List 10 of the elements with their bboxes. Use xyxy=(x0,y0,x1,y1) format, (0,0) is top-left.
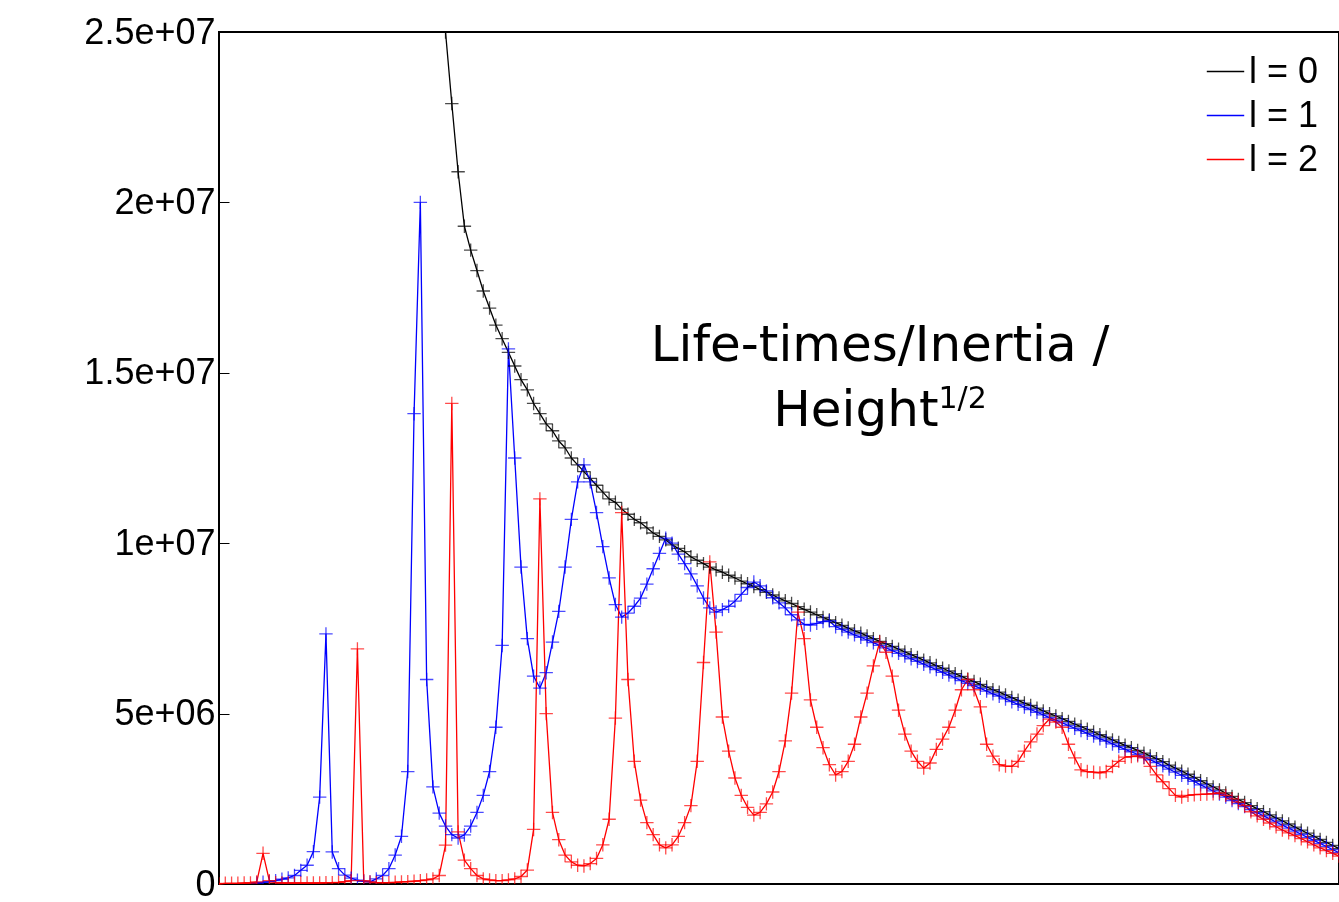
y-tick-label: 1.5e+07 xyxy=(84,351,216,393)
y-tick-label: 2.5e+07 xyxy=(84,10,216,52)
legend-label: l = 0 xyxy=(1249,49,1319,91)
y-tick-label: 5e+06 xyxy=(114,692,216,734)
legend-label: l = 2 xyxy=(1249,137,1319,179)
y-tick-label: 1e+07 xyxy=(114,521,216,563)
annotation: Life-times/Inertia / Height$^{1/2}$ xyxy=(649,314,1111,440)
y-tick-label: 0 xyxy=(195,862,216,902)
legend-label: l = 1 xyxy=(1249,93,1319,135)
y-tick-label: 2e+07 xyxy=(114,180,216,222)
